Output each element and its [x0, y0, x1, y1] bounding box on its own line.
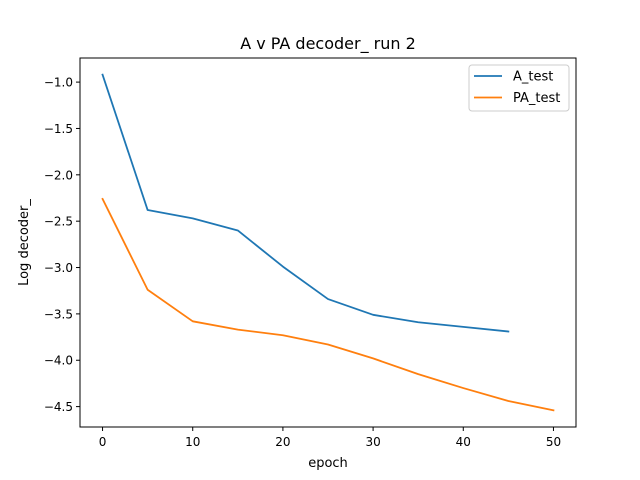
- x-tick-label: 10: [185, 435, 200, 449]
- x-tick-label: 0: [99, 435, 107, 449]
- axis-ticks: 0 10 20 30 40 50 −1.0 −1.5 −2.0 −2.5 −3.0 −3.5 −4.0 −…: [44, 76, 561, 449]
- x-axis-label: epoch: [308, 456, 348, 471]
- y-tick-label: −2.0: [44, 168, 73, 182]
- x-tick-label: 20: [275, 435, 290, 449]
- y-tick-label: −3.5: [44, 307, 73, 321]
- y-tick-label: −1.5: [44, 122, 73, 136]
- y-tick-label: −2.5: [44, 215, 73, 229]
- plot-area: [101, 73, 555, 412]
- series-line-a-test: [101, 73, 510, 333]
- y-axis-label: Log decoder_: [17, 199, 32, 286]
- y-tick-label: −3.0: [44, 261, 73, 275]
- y-tick-label: −4.0: [44, 354, 73, 368]
- series-line-pa-test: [101, 197, 555, 412]
- x-tick-label: 40: [456, 435, 471, 449]
- y-tick-label: −1.0: [44, 76, 73, 90]
- legend-label: A_test: [513, 70, 553, 85]
- axes-frame: [79, 57, 577, 428]
- x-tick-label: 50: [546, 435, 561, 449]
- x-tick-label: 30: [365, 435, 380, 449]
- chart-title: A v PA decoder_ run 2: [240, 34, 416, 54]
- legend: A_test PA_test: [468, 64, 570, 112]
- legend-label: PA_test: [513, 91, 560, 106]
- y-tick-label: −4.5: [44, 400, 73, 414]
